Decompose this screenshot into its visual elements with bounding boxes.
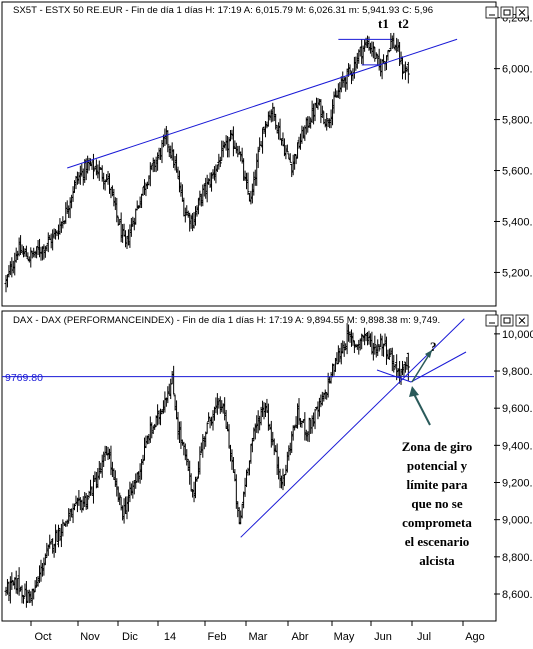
top-plot-frame [1, 1, 497, 307]
price-bar [371, 41, 375, 59]
maximize-icon[interactable] [500, 6, 514, 19]
close-icon[interactable] [515, 6, 529, 19]
y-tick-label: 8,600.0 [502, 589, 533, 601]
y-tick-label: 9,400.0 [502, 440, 533, 452]
price-bar [285, 144, 289, 153]
x-tick-label: Jul [417, 631, 431, 643]
pointer-arrowhead-icon [409, 386, 419, 397]
x-axis: Oct Nov Dic 14 Feb Mar Abr May Jun Jul Ago [30, 621, 485, 643]
price-bar [373, 335, 377, 355]
x-tick-label: Mar [249, 631, 268, 643]
turning-zone-note: Zona de giro potencial y límite para que no… [402, 439, 473, 568]
price-bar [246, 172, 250, 195]
t1-label: t1 [378, 16, 389, 31]
x-tick-label: Feb [208, 631, 227, 643]
close-icon[interactable] [515, 314, 529, 327]
minimize-icon[interactable] [485, 6, 499, 19]
y-tick-label: 5,200.0 [502, 267, 533, 279]
y-tick-label: 6,000.0 [502, 64, 533, 76]
top-price-bars [4, 32, 410, 293]
y-tick-label: 5,600.0 [502, 166, 533, 178]
price-bar [115, 197, 119, 223]
y-tick-label: 10,000. [502, 329, 533, 341]
top-window-buttons [485, 6, 529, 19]
bottom-panel: DAX - DAX (PERFORMANCEINDEX) - Fin de dí… [1, 310, 533, 622]
pointer-arrow [413, 393, 431, 426]
price-bar [205, 422, 209, 435]
price-bar [118, 492, 122, 506]
note-line: potencial y [407, 458, 468, 473]
x-tick-label: Abr [291, 631, 308, 643]
top-y-axis: 6,200.06,000.05,800.05,600.05,400.05,200… [494, 13, 533, 279]
price-bar [172, 365, 176, 395]
price-bar [392, 354, 396, 373]
bottom-y-axis: 10,000. 9,800.0 9,600.0 9,400.0 9,200.0 9,000… [494, 329, 533, 601]
price-bar [401, 56, 405, 80]
question-mark: ? [430, 339, 437, 354]
top-header: SX5T - ESTX 50 RE.EUR - Fin de día 1 día… [13, 5, 433, 16]
y-tick-label: 9,600.0 [502, 403, 533, 415]
t2-label: t2 [398, 16, 409, 31]
price-bar [207, 412, 211, 423]
y-tick-label: 5,800.0 [502, 115, 533, 127]
note-line: el escenario [405, 534, 470, 549]
x-tick-label: Nov [80, 631, 100, 643]
minimize-icon[interactable] [485, 314, 499, 327]
maximize-icon[interactable] [500, 314, 514, 327]
note-line: alcista [419, 553, 455, 568]
top-trendline [67, 38, 458, 169]
note-line: Zona de giro [402, 439, 473, 454]
bottom-window-buttons [485, 314, 529, 327]
price-bar [307, 417, 311, 443]
x-tick-label: Oct [34, 631, 51, 643]
bottom-price-bars [4, 323, 410, 608]
price-bar [406, 352, 410, 381]
projection-line [410, 351, 467, 383]
annotation-arrows [409, 349, 433, 426]
x-tick-label: Ago [465, 631, 485, 643]
note-line: que no se [411, 496, 463, 511]
top-panel: SX5T - ESTX 50 RE.EUR - Fin de día 1 día… [1, 1, 533, 307]
up-arrowhead-icon [425, 350, 432, 358]
x-tick-label: 14 [164, 631, 176, 643]
x-tick-label: Dic [122, 631, 138, 643]
x-tick-label: Jun [374, 631, 392, 643]
consolidation-line [376, 369, 412, 383]
price-bar [198, 446, 202, 475]
level-label: 9769.80 [5, 372, 43, 384]
x-tick-label: May [334, 631, 355, 643]
price-bar [86, 495, 90, 510]
price-bar [351, 332, 355, 346]
price-bar [288, 153, 292, 163]
price-bar [218, 156, 222, 168]
y-tick-label: 8,800.0 [502, 552, 533, 564]
y-tick-label: 5,400.0 [502, 216, 533, 228]
y-tick-label: 9,000.0 [502, 515, 533, 527]
price-bar [313, 408, 317, 430]
price-bar [166, 130, 170, 153]
note-line: comprometa [402, 515, 472, 530]
price-bar [377, 344, 381, 352]
price-bar [320, 105, 324, 118]
note-line: límite para [406, 477, 468, 492]
y-tick-label: 9,200.0 [502, 478, 533, 490]
price-bar [73, 503, 77, 511]
price-bar [406, 61, 410, 84]
bottom-header: DAX - DAX (PERFORMANCEINDEX) - Fin de dí… [13, 315, 440, 326]
y-tick-label: 9,800.0 [502, 366, 533, 378]
top-trendlines [67, 38, 458, 169]
